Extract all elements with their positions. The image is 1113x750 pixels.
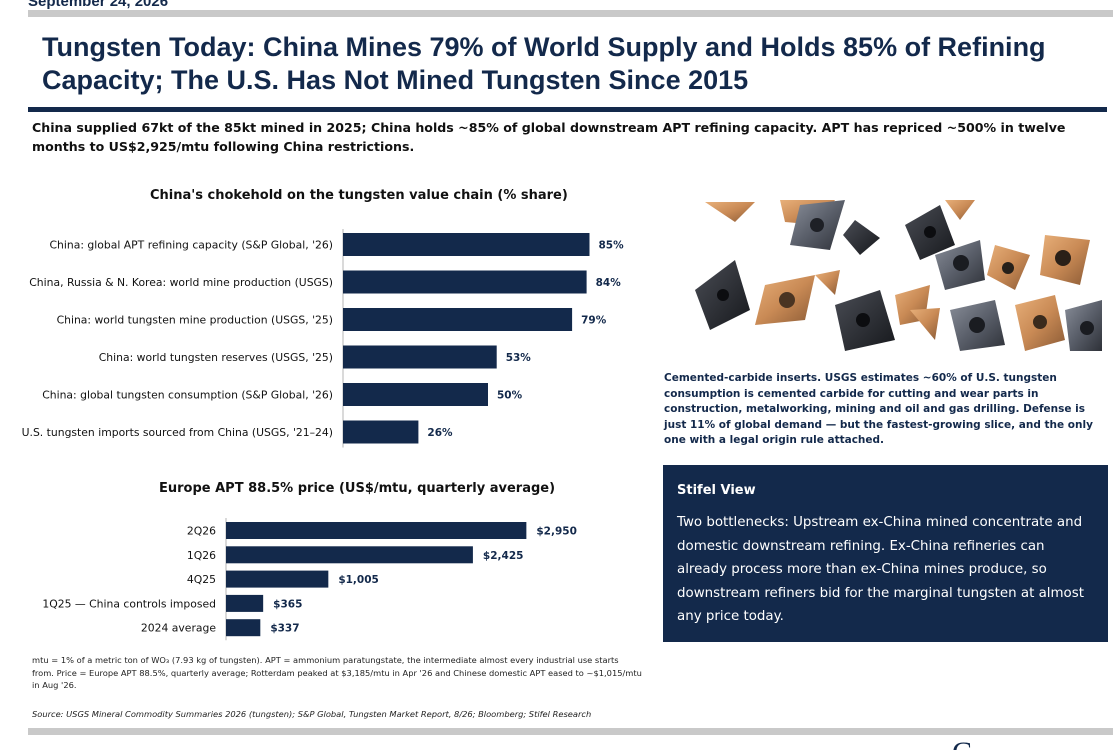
carbide-inserts-illustration [695,200,1102,351]
data-label-1: 84% [596,277,622,289]
bar-2 [226,570,329,588]
data-label-3: 53% [506,352,532,364]
bar-0 [343,233,590,256]
title-divider [28,107,1107,112]
category-label-1: China, Russia & N. Korea: world mine pro… [29,276,333,289]
price-bar-chart: $2,950 2Q26 $2,425 1Q26 $1,005 4Q25 $365 1Q25 —… [42,518,577,641]
data-label-0: $2,950 [536,526,577,538]
category-label-2: China: world tungsten mine production (U… [57,314,333,327]
bar-0 [226,522,527,539]
data-label-1: $2,425 [483,550,524,562]
bar-1 [226,546,473,564]
bar-5 [343,420,419,444]
bar-2 [343,308,573,331]
data-label-4: $337 [270,623,299,635]
category-label-0: China: global APT refining capacity (S&P… [50,239,333,252]
stifel-view-panel: Stifel View Two bottlenecks: Upstream ex… [663,465,1108,642]
data-label-4: 50% [497,390,523,402]
category-label-3: 1Q25 — China controls imposed [42,597,216,610]
data-label-3: $365 [273,598,302,610]
logo-fragment: C [952,738,972,750]
bar-3 [343,345,497,369]
category-label-1: 1Q26 [187,549,216,562]
top-divider [28,10,1113,17]
bar-4 [343,383,488,406]
category-label-4: China: global tungsten consumption (S&P … [42,389,333,402]
share-bar-chart: 85% China: global APT refining capacity (… [22,229,625,448]
data-label-2: $1,005 [338,574,379,586]
carbide-inserts-photo [695,200,1102,351]
stifel-view-body: Two bottlenecks: Upstream ex-China mined… [677,515,1084,624]
data-label-2: 79% [581,315,607,327]
photo-caption: Cemented-carbide inserts. USGS estimates… [664,372,1093,446]
category-label-3: China: world tungsten reserves (USGS, '2… [99,351,333,364]
footnote: mtu = 1% of a metric ton of WO₃ (7.93 kg… [32,655,642,691]
bar-3 [226,594,264,612]
bar-1 [343,270,587,294]
category-label-4: 2024 average [141,622,216,635]
page-title: Tungsten Today: China Mines 79% of World… [42,32,1046,95]
data-label-0: 85% [599,240,625,252]
share-chart-title: China's chokehold on the tungsten value … [150,188,568,203]
price-chart-title: Europe APT 88.5% price (US$/mtu, quarter… [159,481,556,496]
source-note: Source: USGS Mineral Commodity Summaries… [32,709,592,719]
category-label-0: 2Q26 [187,525,216,538]
data-label-5: 26% [427,427,453,439]
bottom-divider [28,728,1113,735]
category-label-5: U.S. tungsten imports sourced from China… [22,426,333,439]
bar-4 [226,619,261,637]
category-label-2: 4Q25 [187,573,216,586]
page-subtitle: China supplied 67kt of the 85kt mined in… [32,120,1066,154]
stifel-view-title: Stifel View [677,483,756,498]
report-date: September 24, 2026 [28,0,169,10]
